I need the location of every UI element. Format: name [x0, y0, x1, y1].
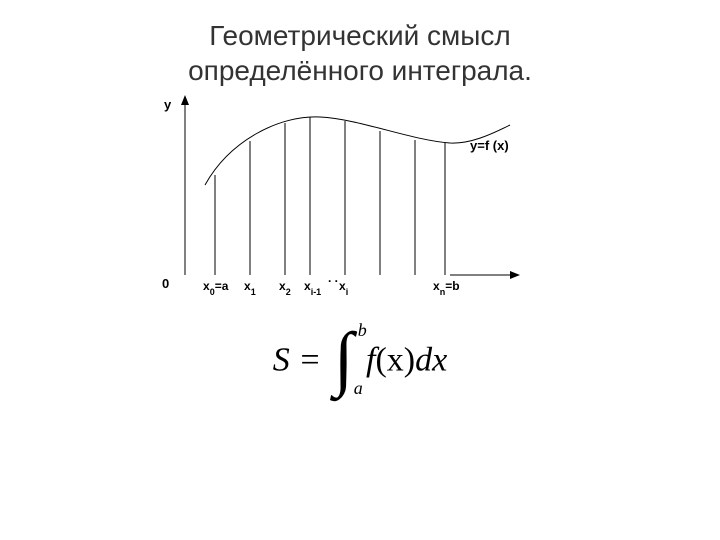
- x-axis-arrow: [510, 271, 520, 279]
- partition-label: x2: [279, 279, 291, 295]
- formula-lhs: S: [273, 342, 290, 379]
- partition-label: xi: [339, 279, 348, 295]
- y-axis-arrow: [181, 95, 189, 105]
- y-axis-label: y: [164, 97, 172, 112]
- partition-label: xn=b: [433, 279, 460, 295]
- partition-label: xi-1: [304, 279, 321, 295]
- lower-bound: a: [354, 378, 363, 399]
- y-axis: y: [164, 95, 189, 275]
- integrand-dx: dx: [415, 342, 447, 379]
- integrand: f(x)dx: [366, 342, 447, 379]
- integral-formula: S = b ∫ a f(x)dx: [0, 330, 720, 391]
- formula-eq: =: [298, 342, 329, 379]
- slide-title: Геометрический смысл определённого интег…: [0, 0, 720, 88]
- title-line-1: Геометрический смысл: [209, 20, 511, 51]
- partition-label: x1: [244, 279, 256, 295]
- origin-label: 0: [162, 276, 169, 291]
- ellipsis: . .: [328, 271, 338, 285]
- title-line-2: определённого интеграла.: [188, 55, 532, 86]
- curve: [205, 117, 510, 185]
- integral-sign: b ∫ a: [334, 330, 354, 391]
- integral-symbol: ∫: [334, 330, 354, 388]
- partition-label: x0=a: [203, 279, 229, 295]
- curve-label: y=f (x): [470, 138, 509, 153]
- integrand-x: (x): [375, 342, 415, 379]
- upper-bound: b: [358, 320, 367, 341]
- integral-diagram: y 0 y=f (x) x0=a x1 x2 xi-1 xi xn=b . .: [150, 95, 550, 295]
